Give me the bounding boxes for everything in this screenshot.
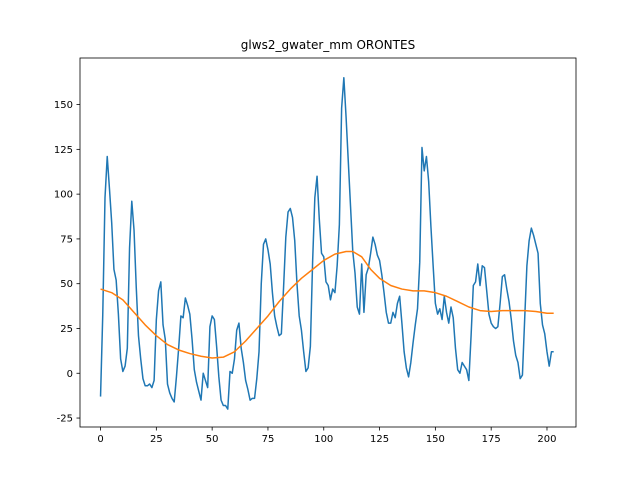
x-tick-label: 200 [537, 434, 556, 445]
x-tick-label: 75 [262, 434, 275, 445]
series-line-2 [100, 250, 554, 359]
x-tick-label: 50 [206, 434, 219, 445]
x-tick-label: 150 [426, 434, 445, 445]
y-tick-label: 0 [67, 369, 73, 380]
x-tick-label: 100 [314, 434, 333, 445]
y-axis-ticks: -25 0 25 50 75 100 125 150 [54, 100, 80, 425]
plot-area-frame [79, 57, 577, 428]
x-tick-label: 125 [370, 434, 389, 445]
x-tick-label: 175 [482, 434, 501, 445]
y-tick-label: 50 [60, 279, 73, 290]
y-tick-label: 100 [54, 190, 73, 201]
y-tick-label: 25 [60, 324, 73, 335]
series-layer [99, 76, 554, 410]
series-line-1 [99, 76, 554, 410]
chart-title: glws2_gwater_mm ORONTES [241, 38, 415, 52]
y-tick-label: 75 [60, 234, 73, 245]
y-tick-label: -25 [57, 414, 73, 425]
x-tick-label: 0 [97, 434, 103, 445]
x-axis-ticks: 0 25 50 75 100 125 150 175 200 [97, 427, 557, 445]
x-tick-label: 25 [150, 434, 163, 445]
y-tick-label: 150 [54, 100, 73, 111]
y-tick-label: 125 [54, 145, 73, 156]
